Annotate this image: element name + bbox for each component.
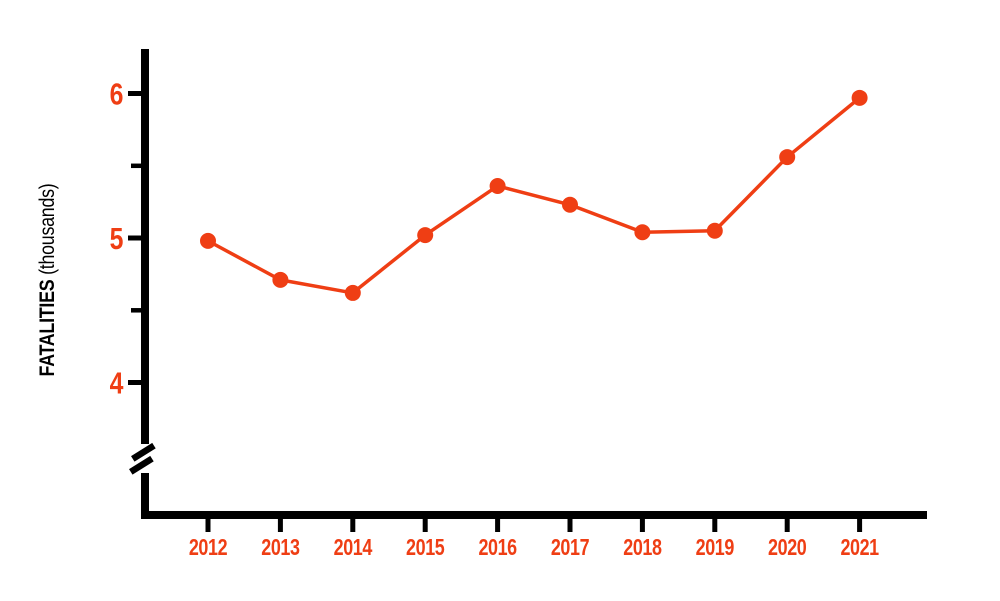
y-minor-tick (131, 308, 142, 313)
y-tick-label: 6 (110, 77, 123, 111)
x-tick (205, 519, 211, 532)
x-axis-ticks: 2012 2013 2014 2015 2016 2017 2018 2019 2020 2021 (189, 519, 879, 561)
data-point (344, 284, 361, 301)
y-minor-tick (131, 163, 142, 169)
data-point (634, 224, 651, 241)
data-point (417, 227, 434, 244)
x-tick (422, 519, 428, 532)
data-point (779, 149, 796, 166)
y-axis-title: FATALITIES (thousands) (36, 184, 60, 377)
x-tick-label: 2017 (551, 535, 589, 561)
data-point (489, 177, 506, 194)
x-tick (712, 519, 718, 532)
axis-break-icon (129, 442, 156, 475)
x-tick-label: 2019 (696, 535, 734, 561)
data-point (562, 196, 578, 213)
y-major-tick (128, 91, 142, 96)
x-tick (350, 519, 356, 532)
x-tick (639, 519, 645, 532)
y-axis-line-lower (141, 473, 149, 518)
x-tick-label: 2013 (261, 535, 299, 561)
y-axis-ticks: 6 5 4 (110, 77, 142, 400)
x-tick-label: 2015 (406, 535, 444, 561)
x-tick-label: 2014 (334, 535, 373, 561)
y-axis-line-upper (141, 49, 149, 444)
x-tick (277, 519, 283, 532)
x-tick (495, 519, 501, 532)
y-major-tick (128, 235, 142, 241)
x-axis-line (141, 511, 927, 519)
y-major-tick (128, 380, 142, 385)
data-series (200, 89, 868, 301)
x-tick-label: 2020 (768, 535, 806, 561)
y-axis-title-main: FATALITIES (36, 279, 60, 376)
x-tick-label: 2012 (189, 535, 227, 561)
y-tick-label: 5 (110, 221, 123, 255)
x-tick-label: 2018 (623, 535, 661, 561)
y-axis-title-unit: (thousands) (36, 184, 60, 280)
x-tick (784, 519, 790, 532)
trend-line (206, 96, 862, 295)
y-tick-label: 4 (110, 366, 124, 400)
x-tick (857, 519, 863, 532)
x-tick-label: 2021 (840, 535, 878, 561)
data-point (706, 222, 723, 239)
data-point (272, 271, 289, 288)
x-tick-label: 2016 (478, 535, 516, 561)
data-point (200, 232, 216, 249)
data-point (851, 89, 868, 106)
x-tick (567, 519, 573, 532)
